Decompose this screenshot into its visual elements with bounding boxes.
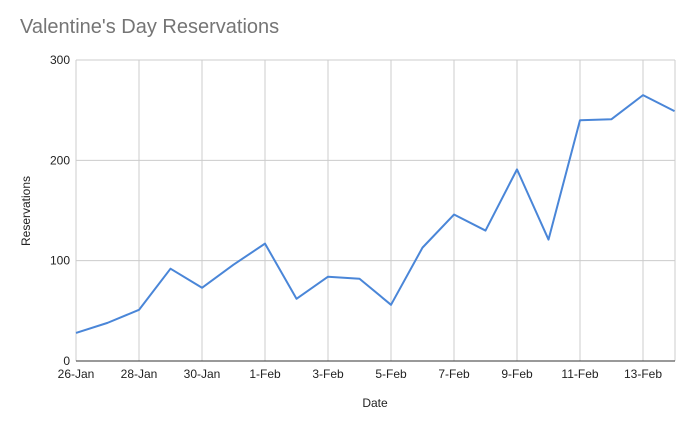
x-tick-label: 1-Feb (249, 367, 281, 381)
reservations-line (75, 94, 675, 334)
x-tick-label: 11-Feb (561, 367, 598, 381)
y-tick-label: 0 (63, 354, 70, 368)
y-tick-label: 300 (50, 53, 70, 67)
x-tick-label: 28-Jan (121, 367, 158, 381)
x-tick-label: 30-Jan (184, 367, 221, 381)
x-tick-label: 7-Feb (438, 367, 470, 381)
y-axis-title: Reservations (19, 176, 33, 246)
x-tick-label: 26-Jan (58, 367, 95, 381)
x-tick-label: 3-Feb (312, 367, 344, 381)
chart-title: Valentine's Day Reservations (20, 16, 280, 38)
y-tick-label: 200 (50, 153, 70, 167)
x-tick-label: 9-Feb (501, 367, 533, 381)
x-axis-ticks: 26-Jan 28-Jan 30-Jan 1-Feb 3-Feb 5-Feb 7-Feb 9-… (58, 367, 663, 381)
x-tick-label: 13-Feb (624, 367, 662, 381)
gridlines (75, 59, 676, 361)
y-tick-label: 100 (50, 254, 70, 268)
x-tick-label: 5-Feb (375, 367, 407, 381)
x-axis-title: Date (362, 396, 388, 410)
y-axis-ticks: 0 100 200 300 (50, 53, 70, 368)
